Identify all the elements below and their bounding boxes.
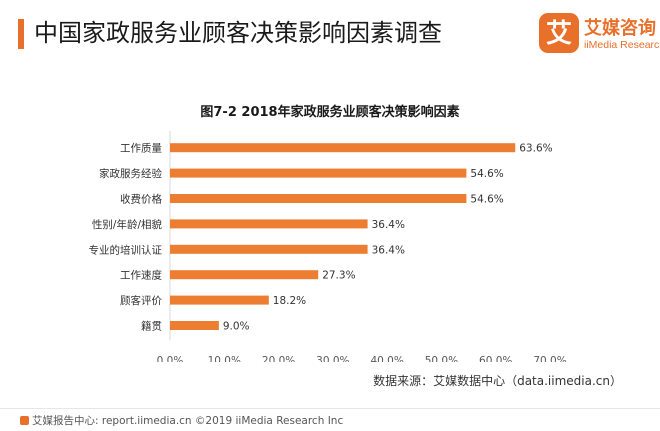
footer: 艾媒报告中心: report.iimedia.cn ©2019 iiMedia … <box>0 408 660 431</box>
category-label: 顾客评价 <box>120 294 162 307</box>
x-tick-label: 60.0% <box>479 355 512 362</box>
data-label: 27.3% <box>322 270 355 282</box>
x-tick-label: 20.0% <box>262 355 295 362</box>
x-tick-label: 0.0% <box>157 355 184 362</box>
bar <box>170 143 516 153</box>
footer-text: 艾媒报告中心: report.iimedia.cn ©2019 iiMedia … <box>20 413 343 428</box>
iimedia-logo: 艾 艾媒咨询 iiMedia Research <box>538 12 660 58</box>
x-tick-label: 40.0% <box>370 355 403 362</box>
footer-logo-shape <box>20 416 29 425</box>
logo-mark-glyph: 艾 <box>546 19 572 49</box>
category-label: 收费价格 <box>120 193 162 206</box>
bar <box>170 295 269 305</box>
data-source: 数据来源：艾媒数据中心（data.iimedia.cn） <box>373 374 622 388</box>
data-label: 63.6% <box>519 143 552 155</box>
title-accent-bar <box>18 19 24 49</box>
x-tick-label: 30.0% <box>316 355 349 362</box>
bar <box>170 321 219 330</box>
bar <box>170 168 467 178</box>
page-header: 中国家政服务业顾客决策影响因素调查 艾 艾媒咨询 iiMedia Researc… <box>0 0 660 64</box>
category-label: 籍贯 <box>141 320 162 333</box>
chart-title: 图7-2 2018年家政服务业顾客决策影响因素 <box>200 104 459 120</box>
data-label: 18.2% <box>273 295 306 307</box>
category-label: 性别/年龄/相貌 <box>92 218 163 231</box>
data-label: 36.4% <box>372 219 405 231</box>
x-tick-label: 50.0% <box>425 355 458 362</box>
footer-logo-icon <box>20 416 29 425</box>
logo-english-name: iiMedia Research <box>584 39 660 51</box>
category-label: 工作速度 <box>120 269 162 282</box>
data-label: 36.4% <box>372 244 405 256</box>
category-label: 工作质量 <box>120 143 162 155</box>
data-label: 54.6% <box>470 194 503 206</box>
x-tick-label: 70.0% <box>533 355 566 362</box>
bar <box>170 270 319 280</box>
logo-mark-background <box>539 13 579 53</box>
category-label: 家政服务经验 <box>99 167 162 180</box>
category-label: 专业的培训认证 <box>89 243 163 256</box>
bar <box>170 194 467 203</box>
footer-label: 艾媒报告中心: report.iimedia.cn ©2019 iiMedia … <box>32 415 344 427</box>
data-label: 54.6% <box>470 168 503 180</box>
logo-mark-icon: 艾 <box>539 13 579 53</box>
data-label: 9.0% <box>223 321 250 333</box>
x-tick-label: 10.0% <box>208 355 241 362</box>
bar <box>170 219 368 229</box>
logo-chinese-name: 艾媒咨询 <box>584 18 656 39</box>
page-title: 中国家政服务业顾客决策影响因素调查 <box>34 19 442 47</box>
bar <box>170 244 368 254</box>
